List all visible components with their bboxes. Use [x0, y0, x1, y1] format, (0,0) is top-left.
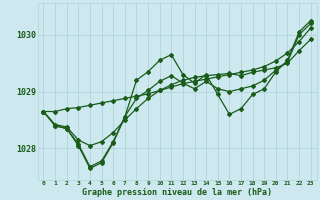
X-axis label: Graphe pression niveau de la mer (hPa): Graphe pression niveau de la mer (hPa)	[82, 188, 272, 197]
